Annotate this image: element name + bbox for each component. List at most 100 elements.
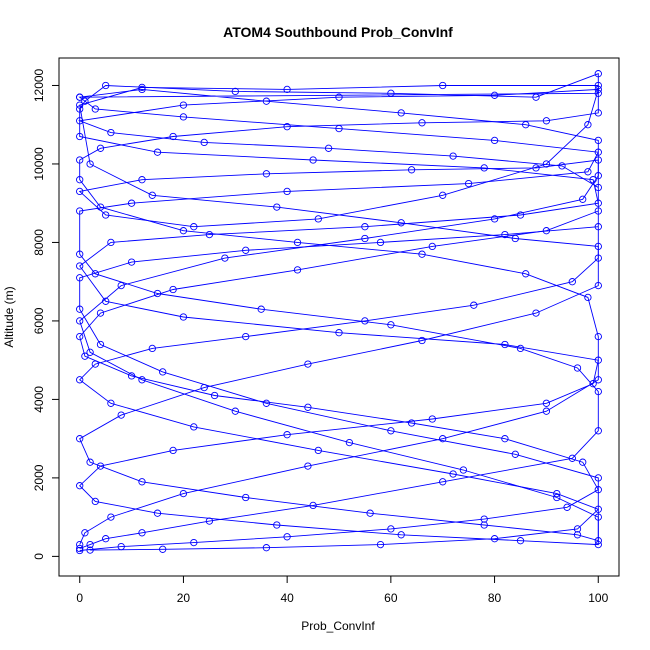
chart-title: ATOM4 Southbound Prob_ConvInf xyxy=(223,24,453,40)
data-point xyxy=(501,435,509,443)
data-point xyxy=(594,223,602,231)
data-point xyxy=(179,489,188,498)
data-point xyxy=(439,478,447,486)
data-point xyxy=(81,352,89,360)
data-point xyxy=(231,407,239,415)
data-point xyxy=(293,238,302,247)
data-point xyxy=(127,199,136,207)
data-point xyxy=(304,462,312,470)
data-point xyxy=(589,380,597,388)
data-point xyxy=(283,431,291,439)
data-point xyxy=(532,164,540,172)
data-point xyxy=(76,132,84,141)
y-axis: 0 2000 4000 6000 8000 10000 12000 xyxy=(32,68,59,560)
data-point xyxy=(200,138,208,147)
data-point xyxy=(516,211,525,219)
data-point xyxy=(397,219,405,227)
data-point xyxy=(283,123,291,131)
data-point xyxy=(127,258,136,266)
data-point xyxy=(231,87,239,96)
data-point xyxy=(283,187,291,196)
data-point xyxy=(418,119,426,127)
data-point xyxy=(428,242,436,251)
data-point xyxy=(563,503,571,511)
x-tick-label: 60 xyxy=(384,591,398,605)
data-point xyxy=(594,183,602,192)
data-point xyxy=(169,132,177,141)
data-point xyxy=(86,458,94,466)
data-point xyxy=(449,152,457,160)
data-point xyxy=(480,164,488,172)
data-point xyxy=(480,515,488,523)
data-point xyxy=(138,83,146,92)
x-tick-label: 100 xyxy=(588,591,608,605)
data-point xyxy=(76,176,84,184)
data-point xyxy=(242,493,250,502)
data-point xyxy=(86,348,94,356)
data-point xyxy=(501,340,509,349)
data-point xyxy=(107,513,115,521)
data-point xyxy=(553,489,561,498)
data-point xyxy=(76,376,84,384)
data-point xyxy=(179,101,188,109)
data-point xyxy=(594,332,602,341)
data-point xyxy=(76,544,84,553)
data-point xyxy=(262,544,271,552)
data-point xyxy=(594,70,602,78)
data-point xyxy=(470,301,478,309)
data-point xyxy=(169,446,177,455)
data-point xyxy=(76,207,84,215)
data-point xyxy=(159,368,167,376)
data-point xyxy=(439,81,447,90)
data-point xyxy=(76,305,84,313)
data-point xyxy=(159,545,167,553)
data-point xyxy=(579,195,587,203)
data-point xyxy=(76,435,84,443)
data-point xyxy=(480,521,488,529)
data-point xyxy=(407,419,416,427)
data-point xyxy=(273,521,281,529)
series-line xyxy=(77,88,600,551)
data-point xyxy=(361,234,369,243)
data-point xyxy=(345,438,354,447)
data-point xyxy=(397,109,405,117)
data-series xyxy=(76,70,602,553)
data-point xyxy=(594,537,602,545)
data-point xyxy=(86,540,94,549)
data-point xyxy=(148,191,156,199)
data-point xyxy=(418,336,426,345)
data-point xyxy=(516,537,525,545)
data-point xyxy=(127,372,136,380)
data-point xyxy=(96,203,105,211)
data-point xyxy=(594,427,602,435)
data-point xyxy=(107,238,115,247)
data-point xyxy=(76,274,84,282)
data-point xyxy=(76,93,84,101)
data-point xyxy=(76,540,84,549)
y-tick-label: 0 xyxy=(32,553,46,560)
data-point xyxy=(138,376,146,384)
data-point xyxy=(594,474,602,482)
data-point xyxy=(153,148,162,156)
data-point xyxy=(449,470,457,478)
data-point xyxy=(76,250,84,258)
data-point xyxy=(96,144,105,152)
data-point xyxy=(366,509,374,517)
data-point xyxy=(594,207,602,215)
data-point xyxy=(107,128,115,137)
data-point xyxy=(153,509,162,517)
y-tick-label: 6000 xyxy=(32,307,46,334)
data-point xyxy=(439,191,447,199)
data-point xyxy=(439,435,447,443)
data-point xyxy=(138,529,146,537)
data-point xyxy=(138,478,146,486)
data-point xyxy=(96,340,105,349)
data-point xyxy=(107,399,115,407)
data-series xyxy=(76,81,602,549)
data-point xyxy=(335,329,343,337)
y-tick-label: 2000 xyxy=(32,464,46,491)
data-point xyxy=(76,187,84,196)
data-point xyxy=(205,230,214,239)
data-point xyxy=(594,156,602,164)
data-point xyxy=(532,93,540,101)
